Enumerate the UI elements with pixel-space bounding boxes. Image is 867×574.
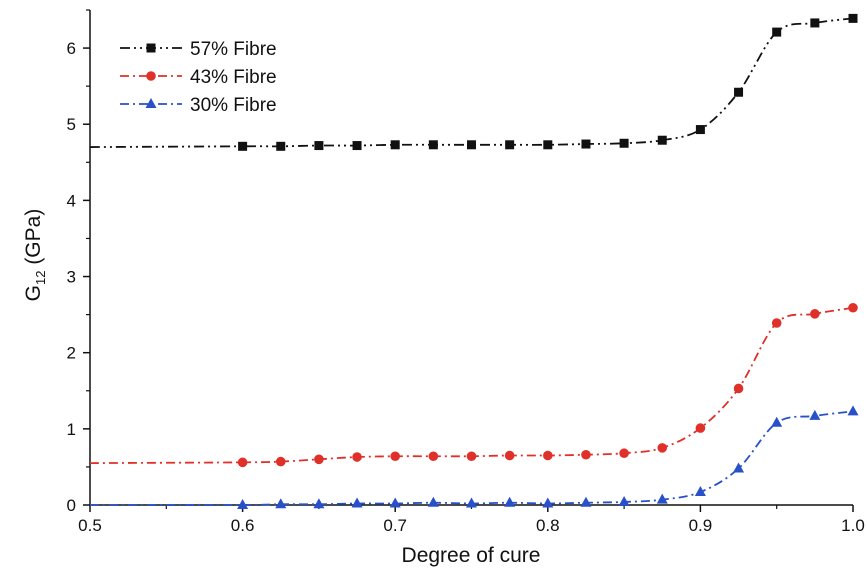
data-point <box>734 384 744 394</box>
x-axis-ticks: 0.5 0.6 0.7 0.8 0.9 1.0 <box>78 505 865 535</box>
y-axis-title: G12 (GPa) <box>22 209 48 302</box>
data-point <box>581 140 590 149</box>
x-tick-label: 0.7 <box>383 516 407 535</box>
legend: 57% Fibre 43% Fibre 30% Fibre <box>120 39 277 116</box>
data-point <box>390 451 400 461</box>
data-point <box>429 140 438 149</box>
y-tick-label: 5 <box>67 115 76 134</box>
legend-label: 43% Fibre <box>190 67 277 88</box>
y-tick-label: 3 <box>67 268 76 287</box>
data-point <box>353 141 362 150</box>
legend-marker <box>146 71 156 81</box>
data-point <box>428 497 439 507</box>
x-tick-label: 0.8 <box>536 516 560 535</box>
data-point <box>467 140 476 149</box>
data-point <box>658 136 667 145</box>
data-point <box>696 423 706 433</box>
data-point <box>543 140 552 149</box>
data-point <box>314 141 323 150</box>
y-tick-label: 4 <box>67 191 76 210</box>
legend-label: 30% Fibre <box>190 95 277 116</box>
data-point <box>313 498 324 508</box>
y-tick-label: 1 <box>67 420 76 439</box>
legend-label: 57% Fibre <box>190 39 277 60</box>
x-tick-label: 0.6 <box>231 516 255 535</box>
data-point <box>504 497 515 507</box>
data-point <box>809 410 820 420</box>
data-point <box>580 497 591 507</box>
x-tick-label: 0.5 <box>78 516 102 535</box>
x-tick-label: 0.9 <box>689 516 713 535</box>
series-layer <box>90 14 859 509</box>
data-point <box>771 417 782 427</box>
data-point <box>352 452 362 462</box>
data-point <box>810 18 819 27</box>
data-point <box>620 139 629 148</box>
data-point <box>849 14 858 23</box>
data-point <box>734 88 743 97</box>
data-point <box>657 443 667 453</box>
data-point <box>276 457 286 467</box>
data-point <box>276 142 285 151</box>
x-axis-title: Degree of cure <box>402 544 541 567</box>
data-point <box>542 497 553 507</box>
y-axis-ticks: 0 1 2 3 4 5 6 <box>67 10 90 515</box>
data-point <box>390 497 401 507</box>
data-point <box>772 28 781 37</box>
data-point <box>543 451 553 461</box>
data-point <box>352 497 363 507</box>
data-point <box>467 451 477 461</box>
data-point <box>810 309 820 319</box>
data-point <box>391 140 400 149</box>
series-circle <box>90 303 858 467</box>
data-point <box>848 303 858 313</box>
data-point <box>505 140 514 149</box>
data-point <box>429 451 439 461</box>
data-point <box>238 458 248 468</box>
data-point <box>772 318 782 328</box>
y-tick-label: 6 <box>67 39 76 58</box>
legend-item: 30% Fibre <box>120 95 277 116</box>
x-tick-label: 1.0 <box>841 516 865 535</box>
data-point <box>733 462 744 472</box>
y-tick-label: 2 <box>67 344 76 363</box>
y-tick-label: 0 <box>67 496 76 515</box>
data-point <box>505 451 515 461</box>
y-axis-title-subscript: 12 <box>33 271 48 285</box>
data-point <box>238 142 247 151</box>
plot-area: 0.5 0.6 0.7 0.8 0.9 1.0 0 1 2 3 4 5 6 <box>67 10 865 535</box>
data-point <box>619 448 629 458</box>
y-axis-title-unit: (GPa) <box>22 209 45 271</box>
legend-marker <box>147 44 156 53</box>
data-point <box>275 498 286 508</box>
data-point <box>466 497 477 507</box>
data-point <box>314 455 324 465</box>
y-axis-title-main: G <box>22 285 45 301</box>
data-point <box>581 450 591 460</box>
data-point <box>848 405 859 415</box>
legend-item: 43% Fibre <box>120 67 277 88</box>
legend-marker <box>146 98 157 108</box>
data-point <box>237 499 248 509</box>
legend-item: 57% Fibre <box>120 39 277 60</box>
data-point <box>696 125 705 134</box>
